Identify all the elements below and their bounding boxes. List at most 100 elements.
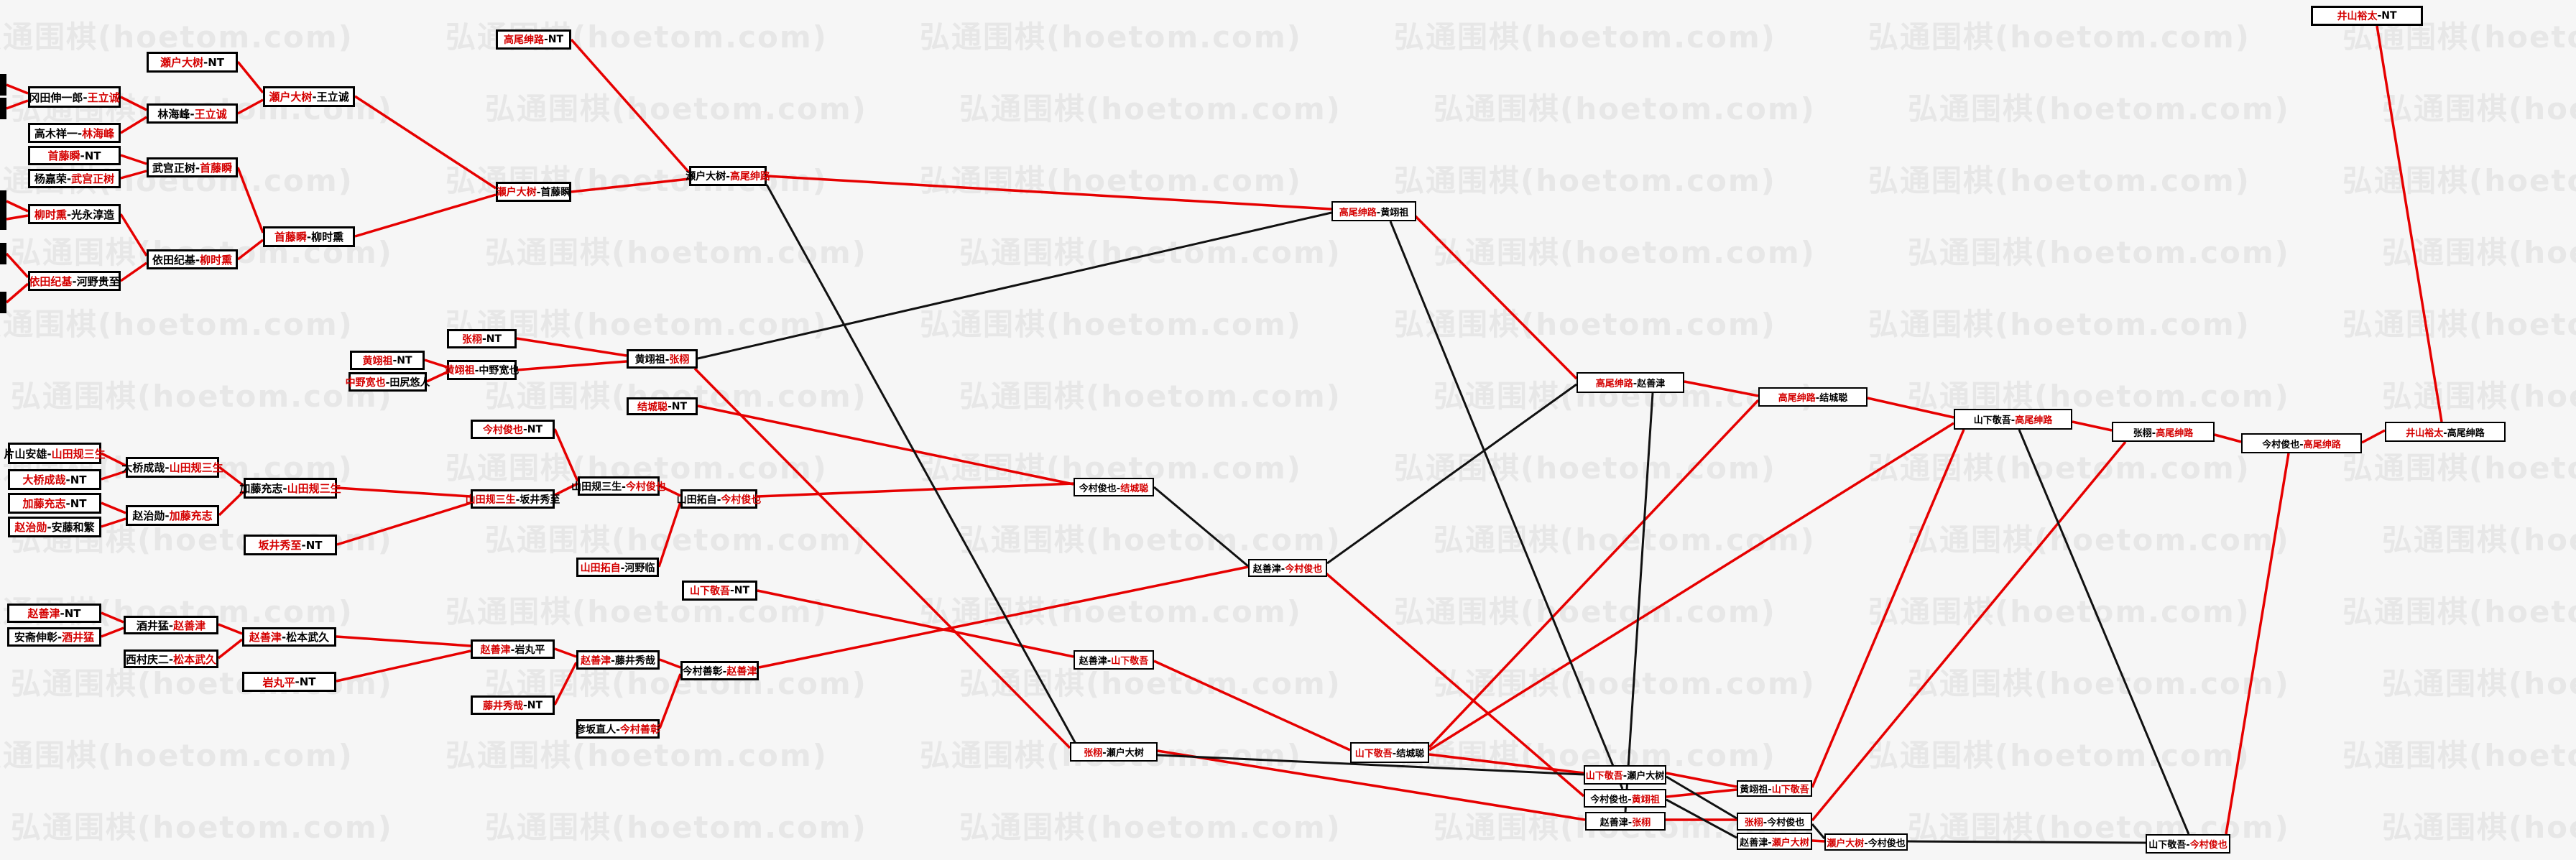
winner-path-line [1684, 380, 1759, 397]
match-node-n03[interactable]: 首藤瞬 -NT [28, 146, 121, 165]
winner-path-line [6, 99, 29, 110]
match-node-n30[interactable]: 坂井秀至 -NT [244, 535, 337, 555]
match-node-n17[interactable]: 张栩 -NT [447, 329, 517, 348]
match-node-n40[interactable]: 赵善津 -NT [7, 604, 101, 623]
match-node-n28[interactable]: 赵治勋- 加藤充志 [126, 505, 219, 526]
match-node-n19[interactable]: 黄翊祖 -中野宽也 [445, 360, 519, 380]
match-node-n04[interactable]: 杨嘉荣- 武宫正树 [28, 169, 121, 188]
loser-name: 今村善彰- [682, 665, 727, 678]
match-node-n25[interactable]: 加藤充志 -NT [8, 493, 101, 514]
match-node-n50[interactable]: 今村善彰- 赵善津 [680, 661, 759, 680]
loser-name: -赵善津 [1633, 379, 1666, 389]
match-node-n47[interactable]: 藤井秀哉 -NT [471, 695, 555, 715]
match-node-n33[interactable]: 山田规三生- 今村俊也 [571, 476, 666, 496]
winner-path-line [757, 589, 1074, 658]
match-node-n02[interactable]: 高木祥一- 林海峰 [28, 123, 121, 143]
match-node-n56[interactable]: 黄翊祖- 山下敬吾 [1737, 780, 1812, 797]
match-node-n53[interactable]: 山下敬吾 -瀬户大树 [1584, 765, 1666, 785]
match-node-n42[interactable]: 酒井猛- 赵善津 [124, 616, 218, 634]
winner-path-line [2361, 429, 2386, 444]
winner-name: 山田拓自 [580, 562, 621, 574]
match-node-n26[interactable]: 赵治勋 -安藤和繁 [8, 517, 101, 537]
match-node-n24[interactable]: 大桥成哉 -NT [8, 469, 101, 490]
match-node-n39[interactable]: 赵善津- 山下敬吾 [1074, 650, 1154, 670]
match-node-n64[interactable]: 张栩- 高尾绅路 [2112, 422, 2215, 442]
winner-path-line [1428, 399, 1760, 749]
match-node-n22[interactable]: 结城聪 -NT [627, 397, 698, 415]
loser-name: 赵治勋- [132, 509, 170, 522]
loser-name: -岩丸平 [510, 644, 545, 656]
winner-path-line [236, 239, 264, 261]
match-node-n20[interactable]: 中野宽也 -田尻悠人 [346, 372, 430, 392]
match-node-n67[interactable]: 井山裕太 -NT [2311, 6, 2423, 26]
match-node-n41[interactable]: 安斋伸彰- 酒井猛 [7, 627, 101, 647]
winner-name: 瀬户大树 [160, 56, 203, 69]
match-node-n46[interactable]: 赵善津 -岩丸平 [471, 639, 555, 659]
winner-path-line [553, 428, 579, 482]
match-node-n37[interactable]: 今村俊也- 结城聪 [1074, 478, 1154, 496]
loser-name: -今村俊也 [1763, 818, 1805, 828]
match-node-n60[interactable]: 山下敬吾- 今村俊也 [2146, 834, 2230, 854]
winner-path-line [553, 662, 578, 706]
loser-name: 赵善津- [1740, 837, 1772, 849]
winner-path-line [516, 337, 627, 357]
match-node-n14[interactable]: 瀬户大树 -首藤瞬 [496, 182, 571, 202]
match-node-n66[interactable]: 井山裕太 -高尾绅路 [2385, 422, 2506, 442]
loser-name: 武宫正树- [152, 161, 200, 175]
loser-path-line [765, 184, 1077, 744]
winner-path-line [1666, 788, 1737, 798]
match-node-n01[interactable]: 冈田伸一郎- 王立诚 [28, 86, 121, 108]
match-node-n21[interactable]: 黄翊祖- 张栩 [627, 349, 698, 369]
match-node-n32[interactable]: 今村俊也 -NT [471, 420, 555, 439]
match-node-n13[interactable]: 高尾绅路 -NT [496, 29, 571, 50]
winner-name: 高尾绅路 [1339, 207, 1377, 218]
winner-path-line [1867, 397, 1954, 419]
match-node-n61[interactable]: 高尾绅路 -赵善津 [1576, 372, 1684, 393]
loser-name: -NT [60, 606, 81, 620]
match-node-n55[interactable]: 赵善津- 张栩 [1585, 812, 1666, 831]
loser-path-line [1666, 775, 1737, 820]
match-node-n07[interactable]: 瀬户大树 -NT [147, 52, 238, 73]
match-node-n31[interactable]: 山田规三生 -坂井秀至 [466, 489, 560, 509]
match-node-n16[interactable]: 高尾绅路 -黄翊祖 [1331, 201, 1416, 221]
loser-name: -王立诚 [312, 91, 349, 103]
match-node-n49[interactable]: 彦坂直人- 今村善彰 [576, 719, 660, 739]
winner-name: 瀬户大树 [1827, 838, 1865, 849]
match-node-n23[interactable]: 片山安雄- 山田规三生 [4, 443, 106, 464]
match-node-n06[interactable]: 依田纪基 -河野贵至 [28, 271, 121, 291]
match-node-n52[interactable]: 山下敬吾 -结城聪 [1350, 742, 1429, 763]
match-node-n35[interactable]: 山田拓自 -河野临 [576, 558, 659, 577]
match-node-n57[interactable]: 张栩 -今村俊也 [1737, 813, 1812, 831]
winner-path-line [119, 213, 148, 256]
match-node-n51[interactable]: 张栩 -瀬户大树 [1070, 742, 1158, 762]
match-node-n45[interactable]: 岩丸平 -NT [242, 672, 336, 692]
match-node-n36[interactable]: 山下敬吾 -NT [682, 581, 757, 601]
match-node-n43[interactable]: 西村庆二- 松本武久 [124, 649, 218, 668]
match-node-n29[interactable]: 加藤充志- 山田规三生 [239, 478, 341, 499]
match-node-n15[interactable]: 瀬户大树- 高尾绅路 [685, 166, 770, 186]
winner-path-line [657, 501, 682, 568]
winner-name: 黄翊祖 [362, 355, 393, 367]
match-node-n09[interactable]: 武宫正树- 首藤瞬 [147, 157, 238, 177]
match-node-n11[interactable]: 瀬户大树 -王立诚 [263, 86, 355, 107]
loser-name: -光永淳造 [66, 208, 115, 221]
match-node-n10[interactable]: 依田纪基- 柳时熏 [147, 249, 238, 269]
match-node-n63[interactable]: 山下敬吾- 高尾绅路 [1954, 409, 2072, 430]
match-node-n38[interactable]: 赵善津- 今村俊也 [1248, 559, 1327, 577]
winner-path-line [1157, 749, 1586, 821]
match-node-n12[interactable]: 首藤瞬 -柳时熏 [263, 226, 355, 247]
match-node-n08[interactable]: 林海峰- 王立诚 [147, 103, 238, 124]
match-node-n44[interactable]: 赵善津 -松本武久 [242, 627, 336, 647]
match-node-n48[interactable]: 赵善津 -藤井秀哉 [576, 650, 660, 670]
match-node-n65[interactable]: 今村俊也- 高尾绅路 [2241, 433, 2362, 453]
match-node-n05[interactable]: 柳时熏 -光永淳造 [28, 204, 121, 224]
match-node-n27[interactable]: 大桥成哉- 山田规三生 [121, 457, 223, 478]
winner-name: 结城聪 [637, 401, 668, 413]
match-node-n54[interactable]: 今村俊也- 黄翊祖 [1584, 789, 1666, 808]
loser-path-line [1157, 754, 1584, 776]
match-node-n34[interactable]: 山田拓自- 今村俊也 [677, 489, 761, 509]
match-node-n62[interactable]: 高尾绅路 -结城聪 [1758, 387, 1868, 407]
match-node-n18[interactable]: 黄翊祖 -NT [350, 351, 425, 370]
match-node-n59[interactable]: 瀬户大树 -今村俊也 [1824, 833, 1908, 851]
match-node-n58[interactable]: 赵善津- 瀬户大树 [1737, 833, 1812, 850]
